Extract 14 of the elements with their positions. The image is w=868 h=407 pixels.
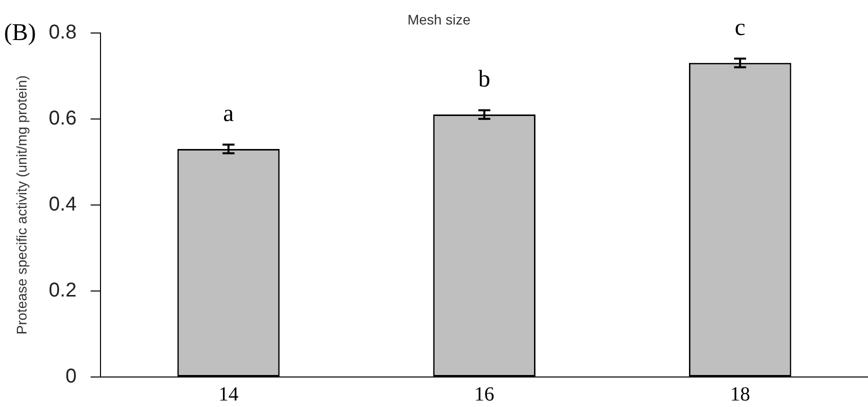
y-tick-label: 0.2 [48, 279, 77, 302]
annotation: a [223, 100, 234, 127]
y-tick-label: 0.8 [48, 21, 77, 44]
x-tick-label: 16 [474, 383, 494, 406]
x-tick-label: 18 [730, 383, 750, 406]
text: (B) [4, 20, 36, 46]
annotation: b [478, 66, 490, 93]
y-tick-label: 0.4 [48, 193, 77, 216]
x-axis-title: Mesh size [407, 11, 471, 28]
annotation: c [734, 14, 746, 41]
y-axis-title: Protease specific activity (unit/mg protein) [13, 75, 30, 334]
x-tick-label: 14 [218, 383, 238, 406]
y-tick-label: 0 [65, 366, 77, 388]
y-tick-label: 0.6 [48, 107, 77, 130]
